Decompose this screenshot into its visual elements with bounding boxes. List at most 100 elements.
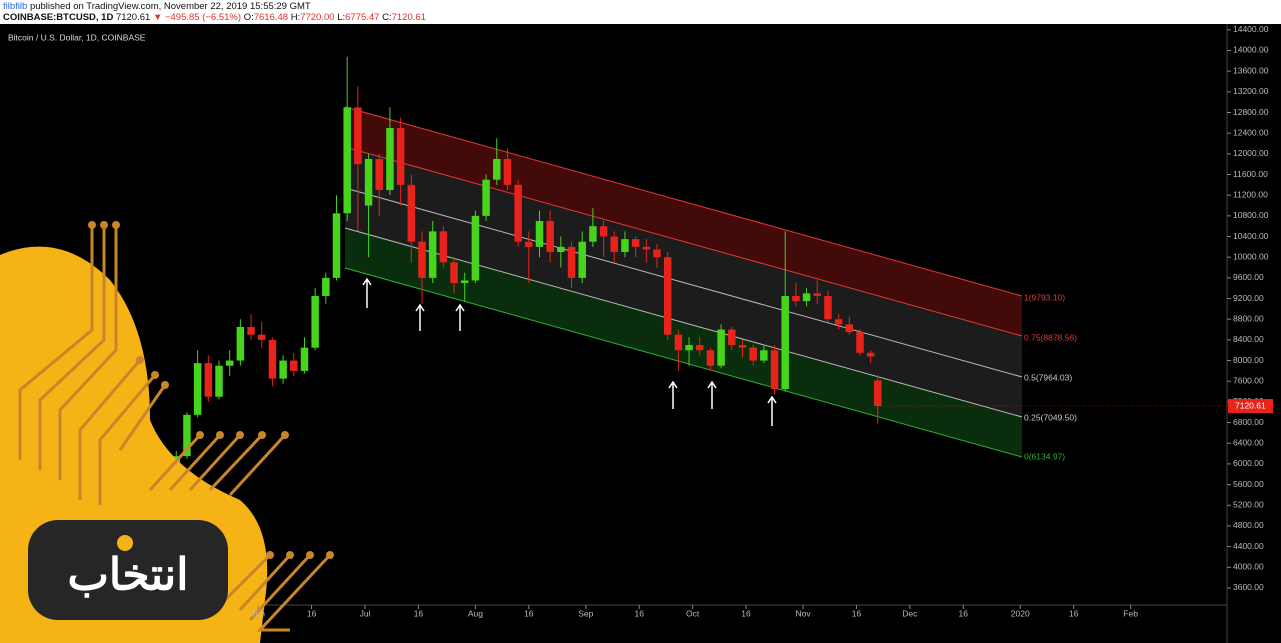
y-tick-label: 13600.00 [1233,65,1269,75]
candle-body [535,221,544,247]
candle-body [482,179,490,216]
candle-body [749,347,757,361]
candle-body [663,257,672,335]
candle-body [204,363,213,397]
y-tick-label: 14400.00 [1233,24,1269,34]
y-tick-label: 12000.00 [1233,148,1269,158]
candle-body [343,107,351,214]
y-tick-label: 6800.00 [1233,417,1264,427]
candle-body [685,345,693,351]
candle-body [386,128,394,191]
candle-body [268,339,277,379]
y-tick-label: 8000.00 [1233,355,1264,365]
y-tick-label: 6000.00 [1233,458,1264,468]
candle-body [589,226,597,242]
candle-body [728,329,736,346]
y-tick-label: 8800.00 [1233,313,1264,323]
candle-body [642,246,651,250]
candle-body [874,380,882,407]
candle-body [354,107,362,165]
candle-body [770,350,779,389]
candle-body [578,241,586,278]
channel-fill-bottom [345,228,1022,457]
candle-body [792,295,800,302]
candle-body [236,326,245,361]
candle-body [824,295,832,320]
y-tick-label: 4000.00 [1233,562,1264,572]
candle-body [599,226,608,237]
candle-body [322,277,330,296]
y-tick-label: 5600.00 [1233,479,1264,489]
x-tick-label: Aug [468,608,483,618]
channel-level-label: 0.25(7049.50) [1024,412,1077,422]
x-tick-label: Oct [686,608,700,618]
candle-body [300,347,309,371]
candle-body [631,239,640,247]
x-tick-label: Dec [902,608,918,618]
ohlc-label: H: [290,12,301,23]
candle-body [653,249,661,258]
candle-body [290,360,298,371]
y-tick-label: 10000.00 [1233,251,1269,261]
logo-text: انتخاب [68,551,189,600]
header: filbfilb published on TradingView.com, N… [0,0,1281,24]
candle-body [525,241,533,247]
candle-body [514,184,522,242]
chart-title: Bitcoin / U.S. Dollar, 1D, COINBASE [8,32,146,42]
ohlc-label: C: [382,12,392,23]
channel-level-label: 0(6134.97) [1024,451,1065,461]
candle-body [856,332,864,353]
x-tick-label: Sep [578,608,593,618]
candle-body [845,324,854,333]
channel-line [344,187,1023,378]
x-tick-label: Jul [360,608,371,618]
candle-body [279,360,287,379]
channel-line [344,227,1023,418]
last-price-tag [1228,399,1273,414]
arrows [362,277,777,426]
x-tick-label: 16 [524,608,534,618]
ohlc-value: 7616.48 [253,12,289,23]
candle-body [717,329,725,366]
author[interactable]: filbfilb [3,1,28,12]
y-tick-label: 4800.00 [1233,520,1264,530]
candle-body [418,241,426,278]
ohlc-value: 6775.47 [345,12,380,23]
y-tick-label: 4400.00 [1233,541,1264,551]
y-tick-label: 10800.00 [1233,210,1269,220]
x-tick-label: Jun [251,608,265,618]
candle-body [225,360,234,366]
candle-body [247,326,255,335]
candle-body [460,280,469,284]
change: ▼ −495.85 (−6.51%) [152,12,242,23]
x-tick-label: 16 [852,608,862,618]
channel-fill-top [345,107,1022,336]
candle-body [193,363,202,415]
y-tick-label: 11200.00 [1233,189,1268,199]
x-tick-label: 16 [1069,608,1079,618]
last-price-label: 7120.61 [1235,400,1266,410]
channel-line [344,146,1023,337]
candle-body [493,159,501,180]
x-tick-label: 16 [634,608,644,618]
x-tick-label: 16 [741,608,751,618]
y-tick-label: 10400.00 [1233,231,1269,241]
ohlc-label: O: [243,12,254,23]
candle-body [674,334,683,351]
candle-body [257,334,266,340]
y-tick-label: 13200.00 [1233,86,1269,96]
candle-body [332,213,341,278]
y-tick-label: 9200.00 [1233,293,1264,303]
channel-level-label: 0.75(8878.56) [1024,332,1077,342]
plot [172,56,882,470]
candle-body [183,414,191,457]
candle-body [311,295,319,348]
y-tick-label: 3600.00 [1233,582,1264,592]
x-tick-label: Nov [795,608,811,618]
candle-body [738,345,747,348]
y-tick-label: 6400.00 [1233,437,1264,447]
y-tick-label: 12800.00 [1233,107,1269,117]
channel-level-label: 0.5(7964.03) [1024,372,1072,382]
symbol: COINBASE:BTCUSD, 1D [3,12,114,23]
